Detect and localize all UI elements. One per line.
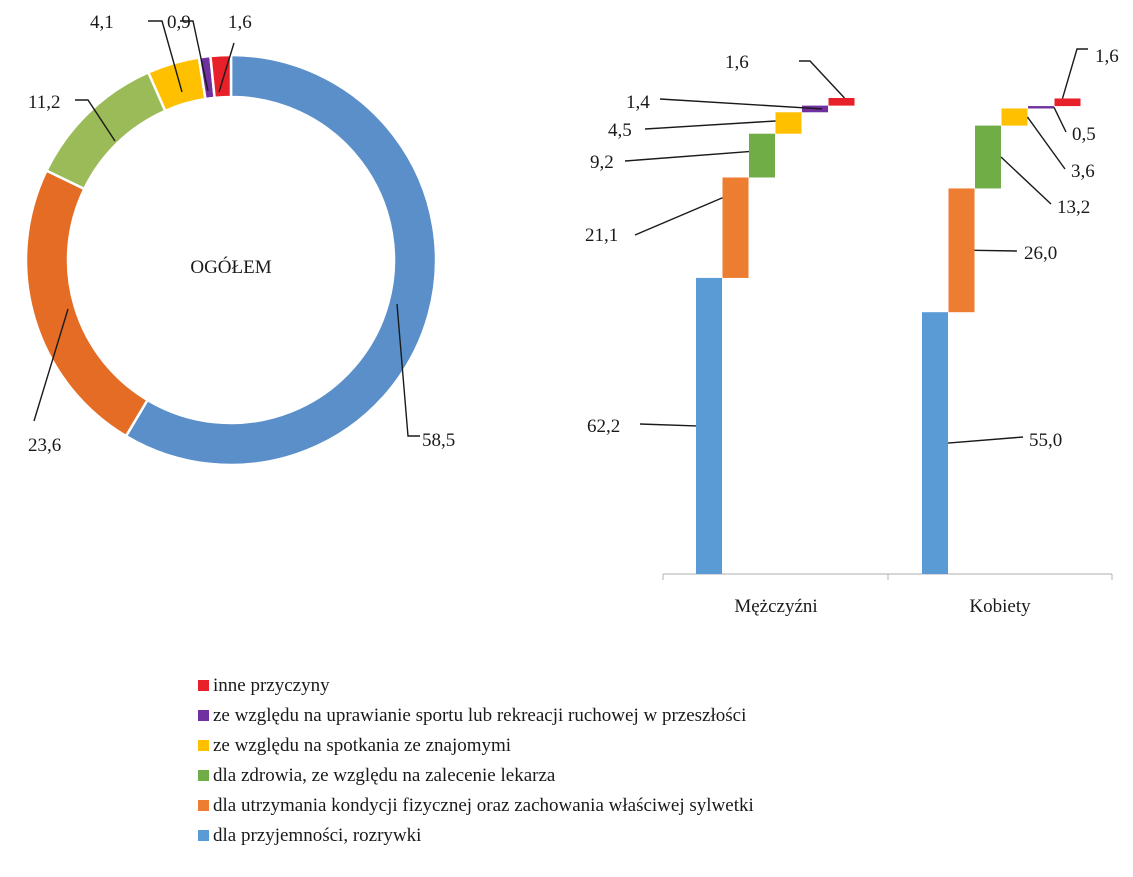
waterfall-data-label: 1,6 [1095, 46, 1119, 67]
waterfall-leader-line [659, 98, 823, 110]
donut-data-label: 11,2 [28, 92, 61, 113]
donut-leader-line [148, 20, 183, 93]
waterfall-data-label: 3,6 [1071, 161, 1095, 182]
waterfall-data-label: 13,2 [1057, 197, 1090, 218]
x-tick-label: Mężczyźni [734, 596, 817, 617]
waterfall-bar [1028, 106, 1054, 109]
waterfall-bar [1054, 98, 1081, 107]
legend-item: ze względu na spotkania ze znajomymi [198, 730, 754, 760]
donut-center-label: OGÓŁEM [190, 256, 271, 278]
waterfall-leader-line [1053, 106, 1067, 133]
donut-slice [44, 70, 167, 191]
legend-swatch [198, 679, 209, 691]
waterfall-data-label: 0,5 [1072, 124, 1096, 145]
waterfall-bar [749, 133, 775, 178]
legend-label: ze względu na spotkania ze znajomymi [213, 734, 512, 756]
waterfall-bar [922, 312, 948, 574]
donut-data-label: 4,1 [90, 12, 114, 33]
waterfall-chart: Mężczyźni Kobiety 62,2 21,1 9,2 4,5 1,4 1,6 55,0… [585, 46, 1119, 617]
legend-label: dla utrzymania kondycji fizycznej oraz z… [213, 794, 754, 816]
waterfall-leader-line [634, 197, 723, 236]
legend-swatch [198, 709, 209, 721]
waterfall-leader-line [799, 60, 846, 99]
legend-swatch [198, 739, 209, 751]
legend-item: ze względu na uprawianie sportu lub rekr… [198, 700, 754, 730]
legend-item: inne przyczyny [198, 670, 754, 700]
donut-data-label: 1,6 [228, 12, 252, 33]
waterfall-data-label: 62,2 [587, 416, 620, 437]
waterfall-bar [1001, 108, 1028, 126]
waterfall-leader-line [1061, 48, 1088, 99]
legend-label: ze względu na uprawianie sportu lub rekr… [213, 704, 747, 726]
waterfall-leader-line [947, 436, 1024, 444]
waterfall-bar [722, 177, 749, 278]
donut-slice [24, 168, 150, 438]
legend-swatch [198, 829, 209, 841]
legend-label: dla przyjemności, rozrywki [213, 824, 422, 846]
waterfall-leader-line [639, 423, 697, 427]
waterfall-leader-line [974, 249, 1018, 252]
donut-leader-line [75, 99, 116, 142]
waterfall-leader-line [1026, 116, 1066, 170]
waterfall-leader-line [624, 150, 750, 162]
legend-swatch [198, 769, 209, 781]
chart-canvas: 58,5 23,6 11,2 4,1 0,9 1,6 OGÓŁEM Mężczyźni Ko… [24, 12, 1119, 617]
legend-item: dla utrzymania kondycji fizycznej oraz z… [198, 790, 754, 820]
donut-leader-line [180, 20, 209, 92]
legend: inne przyczyny ze względu na uprawianie s… [198, 670, 754, 850]
waterfall-data-label: 55,0 [1029, 430, 1062, 451]
waterfall-bar [975, 125, 1001, 189]
donut-data-label: 58,5 [422, 430, 455, 451]
waterfall-bar [696, 277, 722, 574]
legend-label: dla zdrowia, ze względu na zalecenie lek… [213, 764, 556, 786]
waterfall-leader-line [644, 120, 776, 130]
x-tick-label: Kobiety [969, 596, 1031, 617]
donut-leader-line [218, 42, 235, 93]
waterfall-data-label: 4,5 [608, 120, 632, 141]
waterfall-data-label: 1,4 [626, 92, 650, 113]
waterfall-leader-line [1000, 156, 1052, 205]
donut-data-label: 23,6 [28, 435, 61, 456]
waterfall-bar [948, 188, 975, 313]
legend-item: dla zdrowia, ze względu na zalecenie lek… [198, 760, 754, 790]
donut-slice [124, 53, 438, 467]
waterfall-data-label: 1,6 [725, 52, 749, 73]
waterfall-data-label: 9,2 [590, 152, 614, 173]
legend-label: inne przyczyny [213, 674, 330, 696]
donut-leader-line [396, 303, 420, 437]
waterfall-data-label: 21,1 [585, 225, 618, 246]
waterfall-bar [828, 98, 855, 106]
donut-data-label: 0,9 [167, 12, 191, 33]
legend-swatch [198, 799, 209, 811]
donut-chart: 58,5 23,6 11,2 4,1 0,9 1,6 [24, 12, 455, 467]
donut-leader-line [33, 308, 69, 422]
waterfall-bar [775, 112, 802, 134]
donut-slice [209, 53, 233, 100]
waterfall-data-label: 26,0 [1024, 243, 1057, 264]
legend-item: dla przyjemności, rozrywki [198, 820, 754, 850]
